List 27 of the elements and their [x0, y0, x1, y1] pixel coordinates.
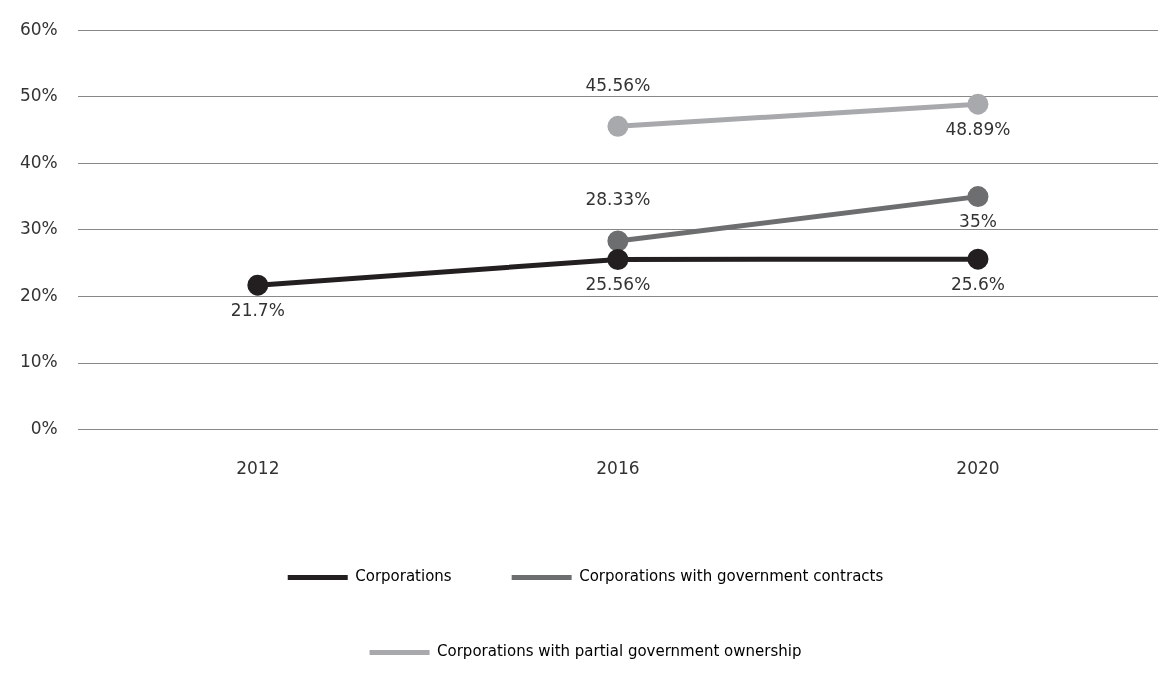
- legend-label: Corporations with partial government ownership: [437, 642, 802, 661]
- data-label: 25.6%: [950, 273, 1005, 294]
- y-tick-label: 10%: [19, 351, 58, 372]
- point: [607, 115, 629, 137]
- y-tick-label: 40%: [19, 151, 58, 172]
- data-label: 21.7%: [230, 299, 285, 320]
- point: [607, 248, 629, 270]
- point: [247, 274, 269, 296]
- x-tick-label: 2012: [236, 458, 280, 479]
- point: [967, 93, 989, 115]
- data-label: 48.89%: [945, 118, 1011, 139]
- x-tick-label: 2020: [956, 458, 1000, 479]
- y-tick-label: 0%: [30, 418, 58, 439]
- legend-label: Corporations with government contracts: [579, 567, 884, 586]
- data-label: 28.33%: [585, 189, 651, 210]
- y-tick-label: 50%: [19, 85, 58, 106]
- point: [967, 186, 989, 208]
- data-label: 35%: [959, 211, 997, 232]
- y-tick-label: 20%: [19, 284, 58, 305]
- point: [967, 248, 989, 270]
- data-label: 25.56%: [585, 273, 651, 294]
- x-tick-label: 2016: [596, 458, 640, 479]
- y-tick-label: 60%: [19, 18, 58, 39]
- data-label: 45.56%: [585, 74, 651, 95]
- point: [607, 230, 629, 252]
- legend-label: Corporations: [355, 567, 452, 586]
- y-tick-label: 30%: [19, 218, 58, 239]
